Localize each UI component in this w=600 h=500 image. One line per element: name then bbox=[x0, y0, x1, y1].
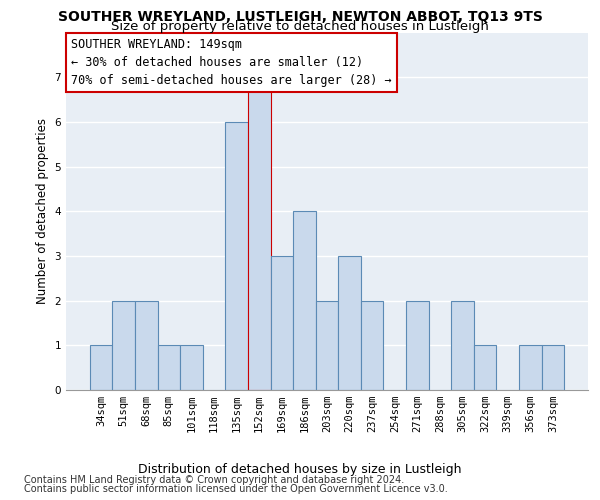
Bar bbox=[519, 346, 542, 390]
Text: Contains public sector information licensed under the Open Government Licence v3: Contains public sector information licen… bbox=[24, 484, 448, 494]
Bar bbox=[316, 300, 338, 390]
Bar bbox=[406, 300, 428, 390]
Text: Contains HM Land Registry data © Crown copyright and database right 2024.: Contains HM Land Registry data © Crown c… bbox=[24, 475, 404, 485]
Bar bbox=[451, 300, 474, 390]
Bar bbox=[361, 300, 383, 390]
Bar bbox=[158, 346, 180, 390]
Y-axis label: Number of detached properties: Number of detached properties bbox=[36, 118, 49, 304]
Bar bbox=[474, 346, 496, 390]
Bar bbox=[248, 77, 271, 390]
Bar bbox=[135, 300, 158, 390]
Text: SOUTHER WREYLAND: 149sqm
← 30% of detached houses are smaller (12)
70% of semi-d: SOUTHER WREYLAND: 149sqm ← 30% of detach… bbox=[71, 38, 392, 87]
Bar bbox=[542, 346, 564, 390]
Bar bbox=[180, 346, 203, 390]
Bar bbox=[90, 346, 112, 390]
Bar bbox=[271, 256, 293, 390]
Bar bbox=[112, 300, 135, 390]
Bar bbox=[293, 211, 316, 390]
Bar bbox=[338, 256, 361, 390]
Text: Size of property relative to detached houses in Lustleigh: Size of property relative to detached ho… bbox=[111, 20, 489, 33]
Text: SOUTHER WREYLAND, LUSTLEIGH, NEWTON ABBOT, TQ13 9TS: SOUTHER WREYLAND, LUSTLEIGH, NEWTON ABBO… bbox=[58, 10, 542, 24]
Text: Distribution of detached houses by size in Lustleigh: Distribution of detached houses by size … bbox=[138, 462, 462, 475]
Bar bbox=[226, 122, 248, 390]
